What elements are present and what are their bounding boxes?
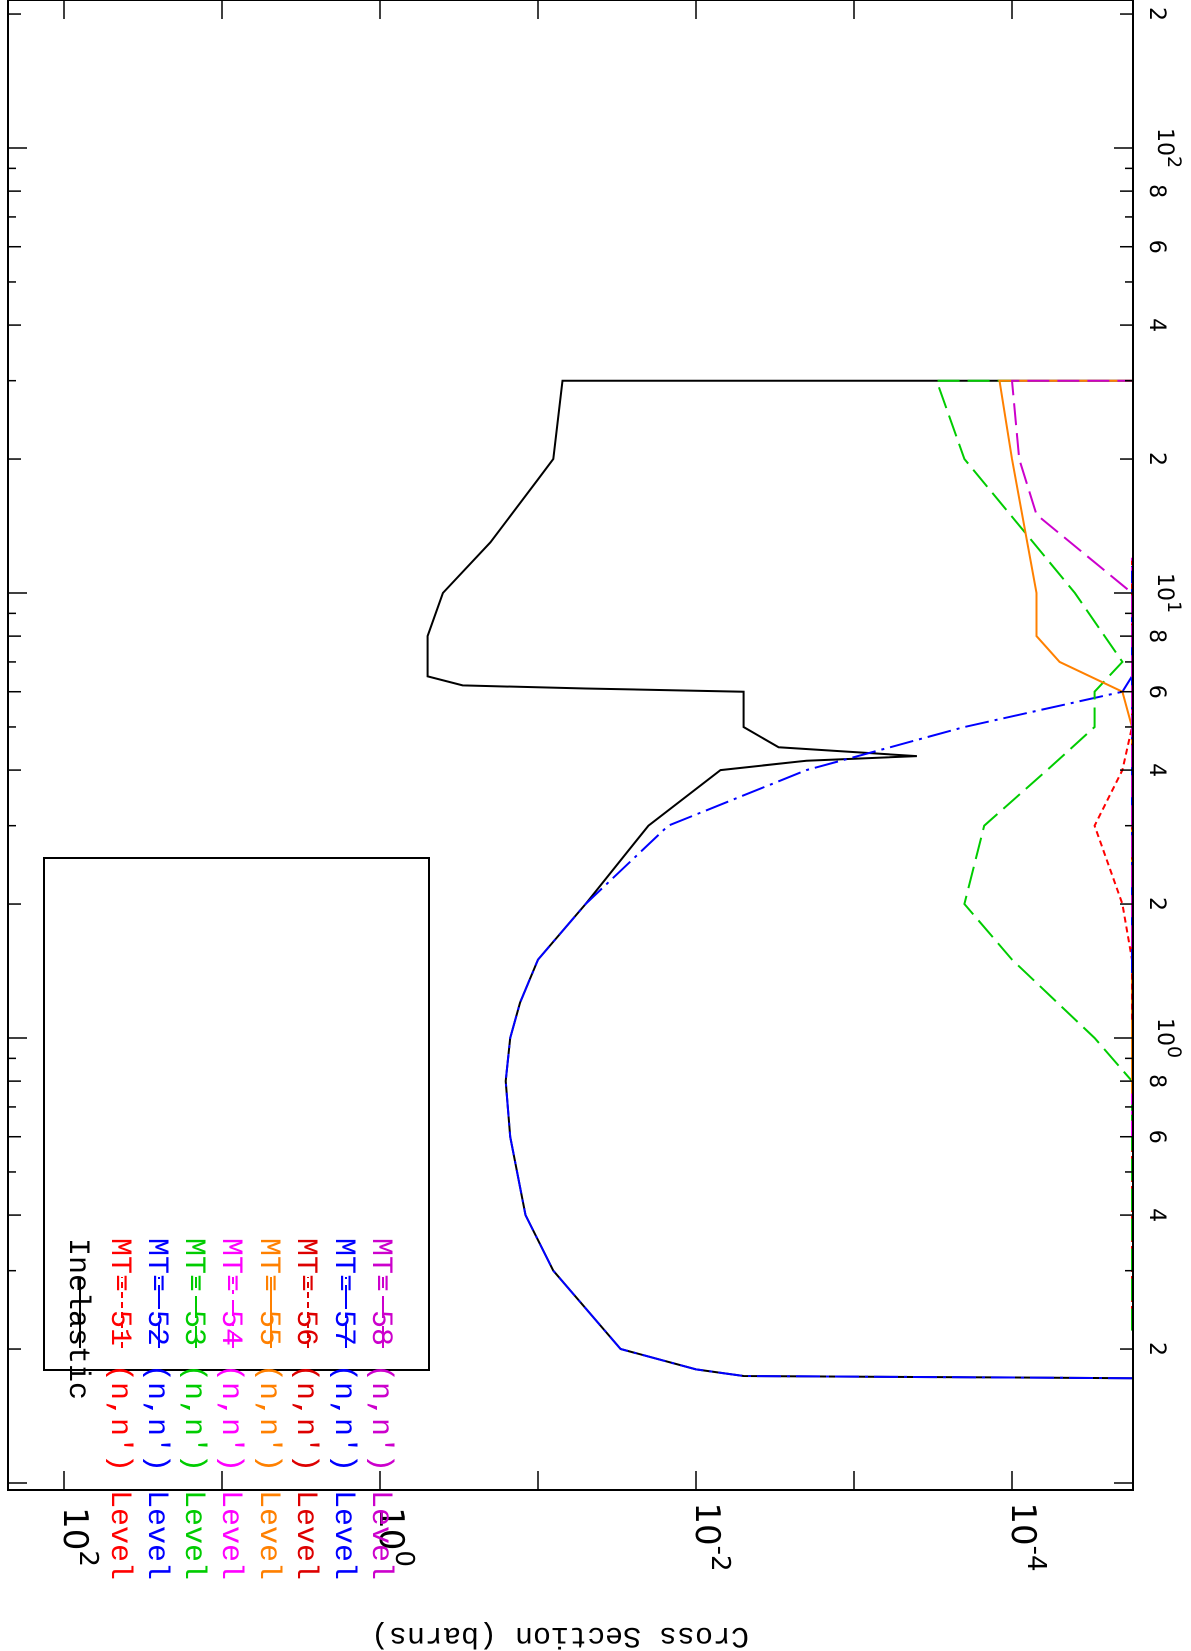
legend-label-4: MT= 53 (n,n') Level bbox=[176, 1238, 210, 1580]
y-axis-title: Cross Section (barns) bbox=[371, 1618, 749, 1651]
plot-frame bbox=[7, 0, 1134, 1491]
legend-label-3: MT= 52 (n,n') Level bbox=[139, 1238, 173, 1580]
series-line-4 bbox=[935, 379, 1133, 1331]
x-tick-label: 2 bbox=[1144, 7, 1169, 21]
x-tick-label: 4 bbox=[1144, 1208, 1169, 1222]
x-tick-label: 6 bbox=[1144, 1130, 1169, 1144]
x-tick-label: 8 bbox=[1144, 1074, 1169, 1088]
x-tick-label: 2 bbox=[1144, 452, 1169, 466]
series-line-6 bbox=[998, 379, 1133, 1094]
y-tick-label: 102 bbox=[55, 1507, 103, 1567]
y-axis-ticks: 10410210010-210-410-610-8 bbox=[55, 1, 1051, 1572]
series-lines bbox=[426, 379, 1133, 1380]
x-tick-label: 101 bbox=[1152, 573, 1185, 613]
legend-label-7: MT= 56 (n,n') Level bbox=[288, 1238, 322, 1580]
y-tick-label: 100 bbox=[371, 1507, 419, 1567]
y-tick-label: 10-4 bbox=[1003, 1502, 1051, 1571]
legend-label-6: MT= 55 (n,n') Level bbox=[251, 1238, 285, 1580]
legend-label-1: Inelastic bbox=[60, 1238, 94, 1400]
legend-box bbox=[43, 857, 430, 1371]
x-tick-label: 6 bbox=[1144, 240, 1169, 254]
legend-label-2: MT= 51 (n,n') Level bbox=[102, 1238, 136, 1580]
x-tick-label: 8 bbox=[1144, 184, 1169, 198]
x-tick-label: 4 bbox=[1144, 763, 1169, 777]
x-tick-label: 6 bbox=[1144, 685, 1169, 699]
x-tick-label: 4 bbox=[1144, 318, 1169, 332]
x-tick-label: 2 bbox=[1144, 1342, 1169, 1356]
legend-label-5: MT= 54 (n,n') Level bbox=[213, 1238, 247, 1580]
series-line-9 bbox=[1010, 379, 1133, 948]
x-tick-label: 102 bbox=[1152, 128, 1185, 168]
x-axis-ticks: 2 4 6 8 100 2 4 6 8 101 2 4 6 8 102 2 bbox=[9, 7, 1185, 1484]
legend-label-8: MT= 57 (n,n') Level bbox=[326, 1238, 360, 1580]
legend: Inelastic MT= 51 (n,n') Level MT= 52 (n,n'… bbox=[43, 857, 430, 1580]
x-tick-label: 2 bbox=[1144, 897, 1169, 911]
x-tick-label: 8 bbox=[1144, 629, 1169, 643]
legend-label-9: MT= 58 (n,n') Level bbox=[363, 1238, 397, 1580]
y-tick-label: 10-2 bbox=[687, 1502, 735, 1571]
x-tick-label: 100 bbox=[1152, 1018, 1185, 1058]
series-line-1 bbox=[426, 379, 1133, 1380]
